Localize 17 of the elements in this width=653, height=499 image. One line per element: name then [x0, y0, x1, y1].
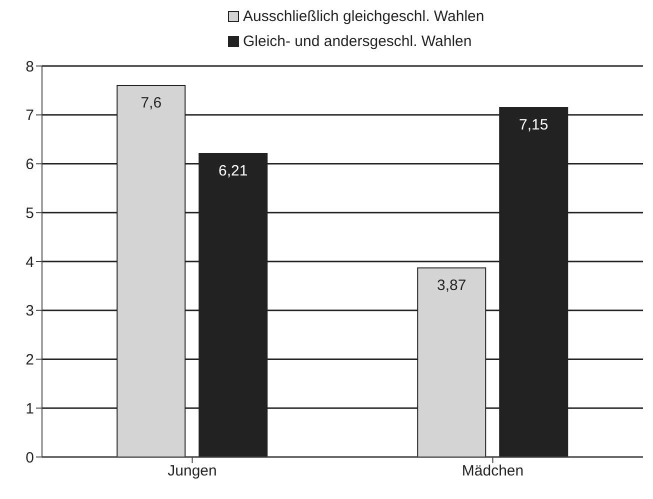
y-tick-label: 0	[26, 449, 34, 466]
y-tick-label: 1	[26, 400, 34, 418]
y-tick-label: 6	[26, 156, 34, 174]
y-tick-label: 3	[26, 302, 34, 320]
legend-label: Ausschließlich gleichgeschl. Wahlen	[243, 8, 484, 25]
data-label: 7,6	[140, 94, 162, 112]
y-tick-label: 8	[26, 58, 34, 76]
data-label: 3,87	[437, 276, 466, 294]
x-tick-label: Jungen	[168, 462, 217, 480]
y-tick-label: 7	[26, 107, 34, 124]
data-label: 6,21	[218, 162, 248, 180]
x-tick-label: Mädchen	[462, 462, 524, 480]
legend-label: Gleich- und andersgeschl. Wahlen	[243, 33, 472, 50]
data-label: 7,15	[519, 116, 548, 134]
y-tick-label: 5	[26, 204, 34, 222]
y-tick-label: 4	[26, 254, 34, 271]
y-tick-label: 2	[26, 352, 34, 369]
